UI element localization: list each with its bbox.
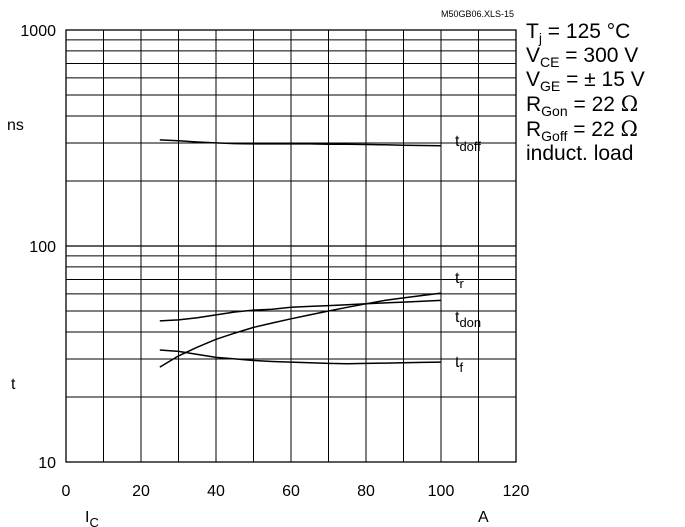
condition-rgoff-unit: Ω <box>620 117 638 141</box>
series-line-t-doff <box>159 139 442 147</box>
series-line-t-don <box>159 299 442 322</box>
series-label-t-don: tdon <box>455 309 481 330</box>
x-tick-label: 60 <box>282 483 300 500</box>
condition-vce-symbol: V <box>526 44 541 67</box>
x-tick-label: 40 <box>207 483 225 500</box>
condition-rgon: RGon = 22 Ω <box>526 92 645 119</box>
plot-frame <box>65 29 517 463</box>
condition-rgon-sub: Gon <box>541 103 568 119</box>
y-tick-label: 10 <box>38 455 56 472</box>
x-axis-label-main: I <box>85 509 89 526</box>
series-lines <box>159 139 442 368</box>
condition-rgoff-value: = 22 <box>567 118 621 141</box>
condition-vge-symbol: V <box>526 68 541 91</box>
condition-rgoff-symbol: R <box>526 118 542 141</box>
y-tick-label: 1000 <box>20 23 56 40</box>
condition-vge: VGE = ± 15 V <box>526 68 645 94</box>
x-unit-label: A <box>478 509 489 526</box>
y-axis-label: t <box>11 376 16 393</box>
condition-vge-value: = ± 15 V <box>560 68 645 91</box>
x-axis-label-sub: C <box>89 515 98 527</box>
condition-vce-sub: CE <box>540 54 560 70</box>
x-tick-label: 80 <box>357 483 375 500</box>
y-unit-label: ns <box>7 117 24 134</box>
y-tick-label: 100 <box>29 239 56 256</box>
series-label-t-doff: tdoff <box>455 133 481 154</box>
condition-tj-value: = 125 °C <box>541 20 631 43</box>
condition-tj-symbol: T <box>526 20 539 43</box>
condition-rgon-symbol: R <box>526 93 542 116</box>
test-conditions: Tj = 125 °C VCE = 300 V VGE = ± 15 V RGo… <box>526 20 645 166</box>
condition-vge-sub: GE <box>540 78 561 94</box>
x-tick-label: 100 <box>428 483 455 500</box>
condition-tj: Tj = 125 °C <box>526 20 645 46</box>
x-axis-label: IC <box>85 509 99 527</box>
condition-rgoff: RGoff = 22 Ω <box>526 117 645 144</box>
series-labels: tdoff tr tdon tf <box>455 133 481 375</box>
x-tick-label: 0 <box>62 483 71 500</box>
grid-lines <box>66 30 516 462</box>
x-tick-label: 20 <box>132 483 150 500</box>
y-tick-labels: 10 100 1000 <box>20 23 56 472</box>
x-tick-label: 120 <box>503 483 530 500</box>
condition-tj-sub: j <box>538 30 542 46</box>
condition-rgon-unit: Ω <box>620 92 639 116</box>
series-line-t-f <box>159 349 442 365</box>
condition-vce-value: = 300 V <box>559 44 639 67</box>
x-tick-labels: 0 20 40 60 80 100 120 <box>62 483 530 500</box>
series-label-t-r: tr <box>455 270 464 291</box>
series-line-t-r <box>159 292 442 368</box>
condition-rgoff-sub: Goff <box>541 128 568 144</box>
file-id-label: M50GB06.XLS-15 <box>441 9 514 19</box>
series-label-t-f: tf <box>455 354 463 375</box>
condition-load: induct. load <box>526 142 634 165</box>
condition-vce: VCE = 300 V <box>526 44 645 70</box>
condition-rgon-value: = 22 <box>567 93 621 116</box>
